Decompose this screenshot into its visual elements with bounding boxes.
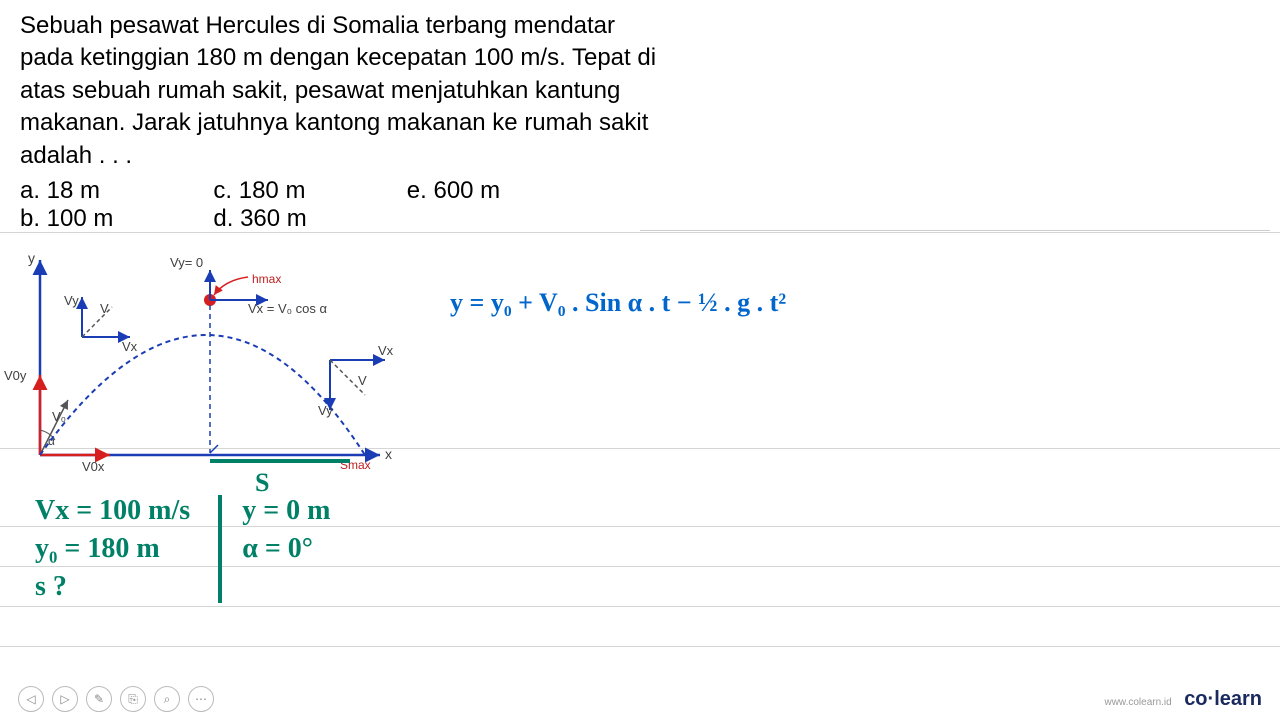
v0-label: V₀ xyxy=(52,409,66,424)
problem-line-3: atas sebuah rumah sakit, pesawat menjatu… xyxy=(20,75,1260,107)
note-vx: Vx = 100 m/s xyxy=(35,495,190,527)
problem-line-2: pada ketinggian 180 m dengan kecepatan 1… xyxy=(20,42,1260,74)
next-icon[interactable]: ▷ xyxy=(52,686,78,712)
pen-icon[interactable]: ✎ xyxy=(86,686,112,712)
y-axis-label: y xyxy=(28,250,35,266)
physics-diagram: y x V0x V0y V₀ α Vy= 0 hmax Vx = V₀ cos … xyxy=(0,245,410,505)
svg-text:Vx: Vx xyxy=(122,339,138,354)
svg-text:Vx: Vx xyxy=(378,343,394,358)
prev-icon[interactable]: ◁ xyxy=(18,686,44,712)
note-alpha: α = 0° xyxy=(242,533,330,565)
s-label: S xyxy=(255,468,269,498)
note-sq: s ? xyxy=(35,571,190,603)
option-e: e. 600 m xyxy=(407,177,500,205)
vxcos-label: Vx = V₀ cos α xyxy=(248,301,328,316)
alpha-label: α xyxy=(48,434,55,448)
note-y: y = 0 m xyxy=(242,495,330,527)
problem-line-5: adalah . . . xyxy=(20,140,1260,172)
svg-text:V: V xyxy=(358,373,367,388)
problem-line-4: makanan. Jarak jatuhnya kantong makanan … xyxy=(20,107,1260,139)
more-icon[interactable]: ⋯ xyxy=(188,686,214,712)
vox-label: V0x xyxy=(82,459,105,474)
footer-right: www.colearn.id co·learn xyxy=(1104,688,1262,711)
footer-controls: ◁ ▷ ✎ ⎘ ⌕ ⋯ xyxy=(18,686,214,712)
handwritten-notes: Vx = 100 m/s y₀ = 180 m s ? y = 0 m α = … xyxy=(35,495,330,603)
note-y0: y₀ = 180 m xyxy=(35,533,190,565)
option-c: c. 180 m xyxy=(213,177,306,205)
content-area: Sebuah pesawat Hercules di Somalia terba… xyxy=(0,0,1280,243)
svg-text:V: V xyxy=(100,301,109,316)
zoom-icon[interactable]: ⌕ xyxy=(154,686,180,712)
voy-label: V0y xyxy=(4,368,27,383)
option-a: a. 18 m xyxy=(20,177,113,205)
divider xyxy=(640,230,1270,231)
footer-brand: co·learn xyxy=(1184,688,1262,710)
footer: ◁ ▷ ✎ ⎘ ⌕ ⋯ www.colearn.id co·learn xyxy=(0,686,1280,712)
problem-text: Sebuah pesawat Hercules di Somalia terba… xyxy=(20,10,1260,172)
copy-icon[interactable]: ⎘ xyxy=(120,686,146,712)
problem-line-1: Sebuah pesawat Hercules di Somalia terba… xyxy=(20,10,1260,42)
vy0-label: Vy= 0 xyxy=(170,255,203,270)
svg-text:Vy: Vy xyxy=(64,293,79,308)
hmax-label: hmax xyxy=(252,272,281,286)
x-axis-label: x xyxy=(385,446,392,462)
svg-text:Vy: Vy xyxy=(318,403,333,418)
footer-url: www.colearn.id xyxy=(1104,697,1171,708)
equation: y = y₀ + V₀ . Sin α . t − ½ . g . t² xyxy=(450,288,786,318)
